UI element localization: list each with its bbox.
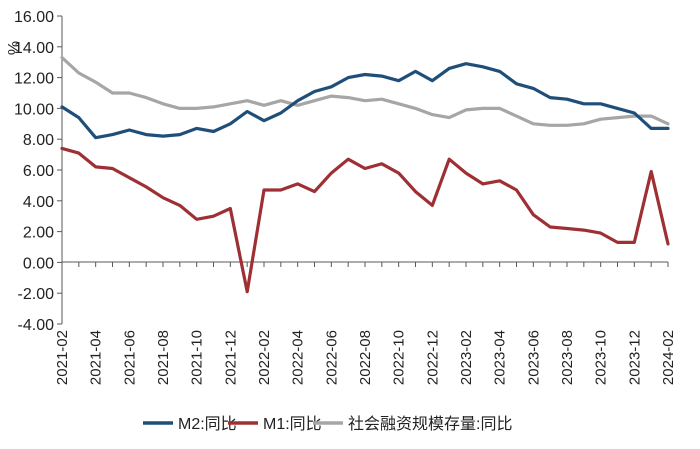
x-tick-label: 2022-12 bbox=[424, 330, 441, 385]
x-tick-label: 2022-02 bbox=[256, 330, 273, 385]
x-tick-label: 2021-12 bbox=[222, 330, 239, 385]
x-tick-label: 2021-04 bbox=[88, 330, 105, 385]
y-tick-label: 14.00 bbox=[14, 40, 54, 57]
legend-label-2: M1:同比 bbox=[263, 415, 322, 433]
x-tick-label: 2023-10 bbox=[593, 330, 610, 385]
x-tick-label: 2022-08 bbox=[357, 330, 374, 385]
y-tick-label: 4.00 bbox=[23, 194, 54, 211]
legend: M2:同比 M1:同比 社会融资规模存量:同比 bbox=[143, 415, 512, 433]
legend-label-1: M2:同比 bbox=[178, 415, 237, 433]
y-tick-label: 16.00 bbox=[14, 9, 54, 26]
x-tick-label: 2021-02 bbox=[54, 330, 71, 385]
y-tick-label: 0.00 bbox=[23, 255, 54, 272]
y-tick-label: 6.00 bbox=[23, 163, 54, 180]
x-tick-label: 2023-08 bbox=[559, 330, 576, 385]
x-tick-label: 2022-04 bbox=[290, 330, 307, 385]
x-tick-label: 2021-10 bbox=[189, 330, 206, 385]
x-axis: 2021-02 2021-04 2021-06 2021-08 2021-10 2021-… bbox=[54, 261, 677, 385]
x-tick-label: 2021-08 bbox=[155, 330, 172, 385]
x-tick-label: 2022-06 bbox=[323, 330, 340, 385]
series-line-2 bbox=[60, 146, 670, 294]
x-tick-label: 2022-10 bbox=[391, 330, 408, 385]
y-axis: 16.00 14.00 12.00 10.00 8.00 6.00 4.00 2.00 0.00… bbox=[14, 9, 63, 334]
y-tick-label: 12.00 bbox=[14, 71, 54, 88]
y-tick-label: 8.00 bbox=[23, 132, 54, 149]
x-tick-label: 2023-06 bbox=[525, 330, 542, 385]
legend-label-3: 社会融资规模存量:同比 bbox=[348, 415, 512, 433]
series-line-1 bbox=[60, 62, 670, 140]
y-tick-label: 2.00 bbox=[23, 225, 54, 242]
series-line-3 bbox=[60, 55, 670, 127]
x-tick-label: 2024-02 bbox=[660, 330, 677, 385]
x-tick-label: 2023-12 bbox=[626, 330, 643, 385]
y-tick-label: -2.00 bbox=[18, 286, 55, 303]
series-layer bbox=[60, 55, 670, 294]
x-tick-label: 2021-06 bbox=[121, 330, 138, 385]
y-axis-unit: % bbox=[6, 41, 23, 55]
x-tick-label: 2023-04 bbox=[492, 330, 509, 385]
y-tick-label: 10.00 bbox=[14, 101, 54, 118]
x-tick-label: 2023-02 bbox=[458, 330, 475, 385]
y-tick-label: -4.00 bbox=[18, 317, 55, 334]
